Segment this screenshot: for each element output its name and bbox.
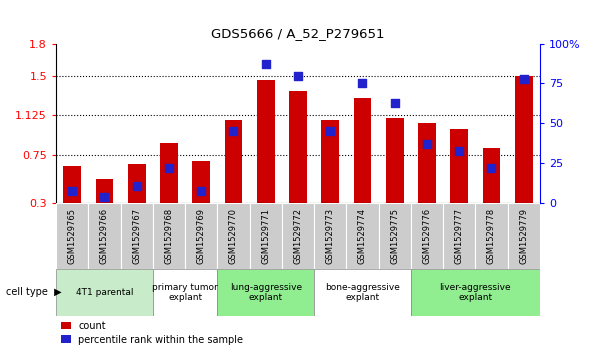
Bar: [225, 120, 242, 203]
Point: [67, 188, 77, 193]
Text: GSM1529767: GSM1529767: [132, 208, 141, 264]
Bar: [476, 203, 507, 269]
Bar: [314, 203, 346, 269]
Text: primary tumor
explant: primary tumor explant: [152, 282, 218, 302]
Bar: [386, 118, 404, 203]
Point: [390, 100, 399, 106]
Text: GSM1529772: GSM1529772: [293, 208, 303, 264]
Bar: [88, 203, 120, 269]
Text: GSM1529779: GSM1529779: [519, 208, 528, 264]
Bar: [250, 203, 282, 269]
Point: [487, 165, 496, 171]
Bar: [96, 179, 113, 203]
Bar: [353, 98, 371, 203]
Bar: [507, 203, 540, 269]
Text: GSM1529770: GSM1529770: [229, 208, 238, 264]
Text: GSM1529778: GSM1529778: [487, 208, 496, 264]
Text: GSM1529775: GSM1529775: [390, 208, 399, 264]
Text: GSM1529773: GSM1529773: [326, 208, 335, 264]
Bar: [153, 203, 185, 269]
Bar: [56, 269, 153, 316]
Bar: [346, 203, 379, 269]
Bar: [418, 123, 436, 203]
Bar: [63, 166, 81, 203]
Bar: [450, 129, 468, 203]
Legend: count, percentile rank within the sample: count, percentile rank within the sample: [61, 321, 244, 344]
Bar: [120, 203, 153, 269]
Bar: [282, 203, 314, 269]
Point: [519, 76, 529, 82]
Bar: [160, 143, 178, 203]
Text: GSM1529765: GSM1529765: [68, 208, 77, 264]
Text: bone-aggressive
explant: bone-aggressive explant: [325, 282, 400, 302]
Point: [454, 148, 464, 154]
Point: [100, 194, 109, 200]
Text: GSM1529771: GSM1529771: [261, 208, 270, 264]
Text: GSM1529769: GSM1529769: [196, 208, 206, 264]
Point: [326, 129, 335, 134]
Text: GSM1529774: GSM1529774: [358, 208, 367, 264]
Point: [293, 73, 303, 78]
Point: [261, 61, 270, 67]
Point: [358, 81, 367, 86]
Text: GSM1529768: GSM1529768: [165, 208, 173, 264]
Bar: [56, 203, 88, 269]
Text: lung-aggressive
explant: lung-aggressive explant: [230, 282, 301, 302]
Bar: [185, 203, 217, 269]
Bar: [322, 120, 339, 203]
Point: [196, 188, 206, 193]
Bar: [192, 161, 210, 203]
Point: [229, 129, 238, 134]
Bar: [314, 269, 411, 316]
Bar: [289, 91, 307, 203]
Bar: [411, 203, 443, 269]
Text: liver-aggressive
explant: liver-aggressive explant: [440, 282, 511, 302]
Bar: [515, 76, 533, 203]
Bar: [411, 269, 540, 316]
Title: GDS5666 / A_52_P279651: GDS5666 / A_52_P279651: [211, 26, 385, 40]
Text: GSM1529777: GSM1529777: [455, 208, 464, 264]
Bar: [217, 269, 314, 316]
Bar: [217, 203, 250, 269]
Point: [132, 183, 142, 189]
Bar: [153, 269, 217, 316]
Bar: [128, 164, 146, 203]
Bar: [483, 148, 500, 203]
Bar: [443, 203, 476, 269]
Bar: [379, 203, 411, 269]
Bar: [257, 80, 274, 203]
Point: [422, 141, 432, 147]
Text: GSM1529766: GSM1529766: [100, 208, 109, 264]
Text: cell type  ▶: cell type ▶: [6, 287, 61, 297]
Text: 4T1 parental: 4T1 parental: [76, 288, 133, 297]
Text: GSM1529776: GSM1529776: [422, 208, 431, 264]
Point: [164, 165, 173, 171]
